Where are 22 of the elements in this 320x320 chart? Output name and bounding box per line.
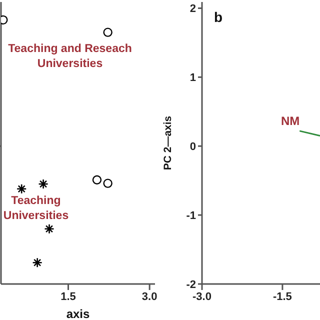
text: b [214, 9, 223, 25]
point [32, 257, 42, 268]
x-tick-label: -3.0 [192, 290, 212, 303]
x-axis-title: axis [66, 307, 90, 320]
y-tick-label: -2 [186, 278, 196, 291]
x-tick-label: -1.5 [272, 290, 292, 303]
point [44, 224, 54, 234]
x-tick-label: 1.5 [60, 290, 76, 303]
annotation: Teaching Universities [3, 195, 69, 222]
y-tick-label: 1 [190, 72, 196, 84]
point [103, 178, 112, 188]
y-tick-label: 0 [190, 141, 196, 154]
point [38, 178, 48, 190]
y-axis-title: PC 2—axis [162, 116, 174, 170]
point [16, 184, 27, 194]
y-tick-label: 2 [190, 3, 196, 16]
annotation: NM [280, 114, 300, 128]
point [92, 175, 102, 184]
point [103, 28, 112, 37]
x-tick-label: 3.0 [142, 290, 158, 303]
annotation: Teaching and Reseach Universities [8, 43, 132, 70]
y-tick-label: -1 [186, 210, 196, 222]
